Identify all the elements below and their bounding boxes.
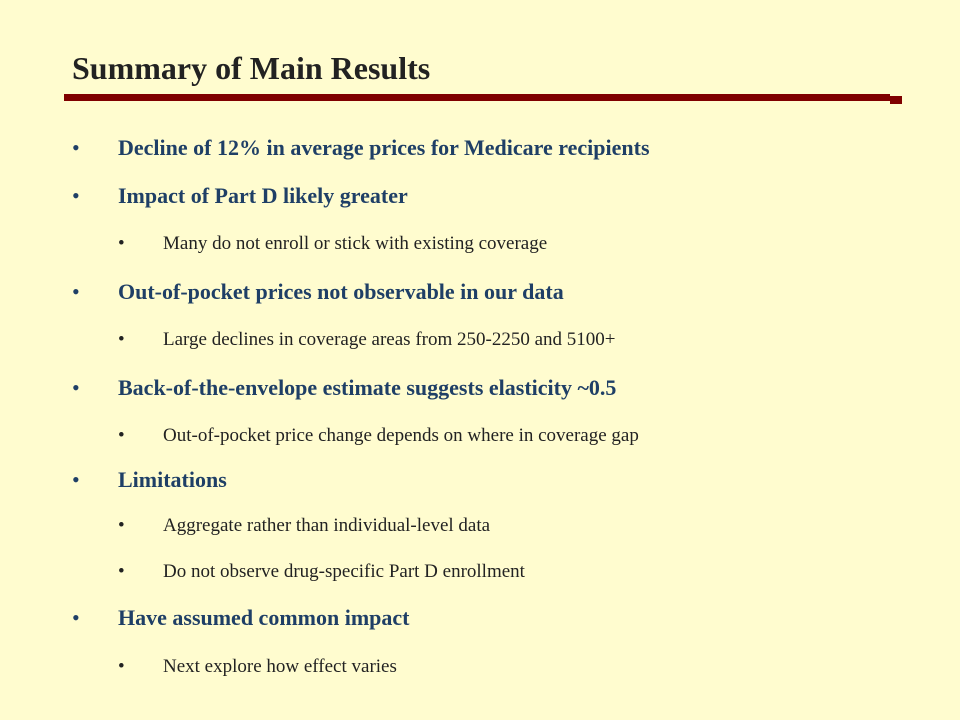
- bullet-icon: •: [118, 656, 125, 677]
- bullet-text: Do not observe drug-specific Part D enro…: [163, 561, 525, 582]
- bullet-icon: •: [72, 135, 80, 160]
- title-underline-bar: [64, 94, 890, 101]
- bullet-icon: •: [72, 605, 80, 630]
- bullet-text: Have assumed common impact: [118, 605, 410, 630]
- bullet-text: Out-of-pocket prices not observable in o…: [118, 279, 564, 304]
- bullet-icon: •: [72, 183, 80, 208]
- bullet-icon: •: [72, 467, 80, 492]
- bullet-text: Aggregate rather than individual-level d…: [163, 515, 491, 536]
- bullet-text: Large declines in coverage areas from 25…: [163, 329, 616, 350]
- title-underline: [64, 94, 902, 104]
- bullet-text: Many do not enroll or stick with existin…: [163, 233, 548, 254]
- bullet-text: Next explore how effect varies: [163, 656, 397, 677]
- slide-title: Summary of Main Results: [72, 50, 431, 86]
- bullet-icon: •: [118, 561, 125, 582]
- bullet-icon: •: [118, 329, 125, 350]
- bullet-text: Decline of 12% in average prices for Med…: [118, 135, 650, 160]
- bullet-icon: •: [118, 233, 125, 254]
- bullet-icon: •: [118, 425, 125, 446]
- bullet-icon: •: [118, 515, 125, 536]
- bullet-text: Out-of-pocket price change depends on wh…: [163, 425, 639, 446]
- bullet-text: Impact of Part D likely greater: [118, 183, 408, 208]
- title-underline-tail: [890, 96, 902, 104]
- bullet-text: Back-of-the-envelope estimate suggests e…: [118, 375, 617, 400]
- bullet-text: Limitations: [118, 467, 227, 492]
- bullet-icon: •: [72, 279, 80, 304]
- bullet-icon: •: [72, 375, 80, 400]
